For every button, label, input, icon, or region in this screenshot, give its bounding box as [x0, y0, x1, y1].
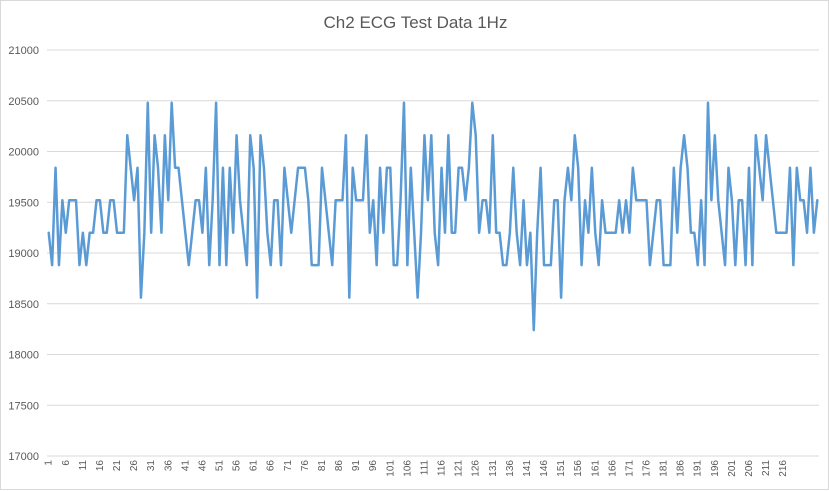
x-tick-label: 36	[163, 460, 174, 472]
x-tick-label: 131	[488, 460, 499, 477]
x-tick-label: 91	[351, 460, 362, 472]
x-tick-label: 196	[710, 460, 721, 477]
x-tick-label: 176	[641, 460, 652, 477]
x-tick-label: 216	[778, 460, 789, 477]
y-tick-label: 20000	[8, 147, 39, 159]
x-tick-label: 16	[95, 460, 106, 472]
x-tick-label: 31	[146, 460, 157, 472]
x-tick-label: 101	[385, 460, 396, 477]
chart-title: Ch2 ECG Test Data 1Hz	[323, 13, 508, 32]
x-tick-label: 136	[505, 460, 516, 477]
x-tick-label: 156	[573, 460, 584, 477]
x-tick-label: 151	[556, 460, 567, 477]
x-tick-label: 1	[44, 460, 55, 466]
y-tick-label: 19000	[8, 248, 39, 260]
series-line	[47, 101, 819, 332]
x-tick-label: 211	[761, 460, 772, 476]
x-tick-label: 41	[180, 460, 191, 472]
x-tick-label: 166	[607, 460, 618, 477]
x-tick-label: 161	[590, 460, 601, 477]
x-tick-label: 26	[129, 460, 140, 472]
x-tick-label: 186	[676, 460, 687, 477]
y-tick-label: 21000	[8, 45, 39, 57]
x-tick-label: 71	[283, 460, 294, 472]
x-tick-label: 21	[112, 460, 123, 472]
x-tick-label: 171	[624, 460, 635, 477]
x-tick-label: 206	[744, 460, 755, 477]
x-tick-label: 106	[402, 460, 413, 477]
x-tick-label: 116	[437, 460, 448, 476]
x-tick-label: 6	[61, 460, 72, 466]
y-tick-label: 17000	[8, 451, 39, 463]
x-tick-label: 61	[249, 460, 260, 472]
x-tick-label: 191	[693, 460, 704, 477]
x-tick-label: 201	[727, 460, 738, 477]
y-tick-label: 18500	[8, 299, 39, 311]
y-tick-label: 20500	[8, 96, 39, 108]
x-tick-label: 86	[334, 460, 345, 472]
y-tick-label: 17500	[8, 400, 39, 412]
x-tick-label: 81	[317, 460, 328, 472]
x-tick-label: 146	[539, 460, 550, 477]
x-tick-label: 126	[471, 460, 482, 477]
x-tick-label: 76	[300, 460, 311, 472]
x-tick-label: 56	[232, 460, 243, 472]
y-tick-label: 18000	[8, 350, 39, 362]
x-tick-label: 66	[266, 460, 277, 472]
x-tick-label: 181	[659, 460, 670, 477]
x-tick-label: 96	[368, 460, 379, 472]
y-tick-label: 19500	[8, 197, 39, 209]
x-tick-label: 111	[419, 460, 430, 476]
x-tick-label: 11	[78, 460, 89, 471]
x-tick-label: 51	[215, 460, 226, 472]
x-tick-label: 121	[454, 460, 465, 477]
x-tick-label: 46	[197, 460, 208, 472]
x-tick-label: 141	[522, 460, 533, 477]
